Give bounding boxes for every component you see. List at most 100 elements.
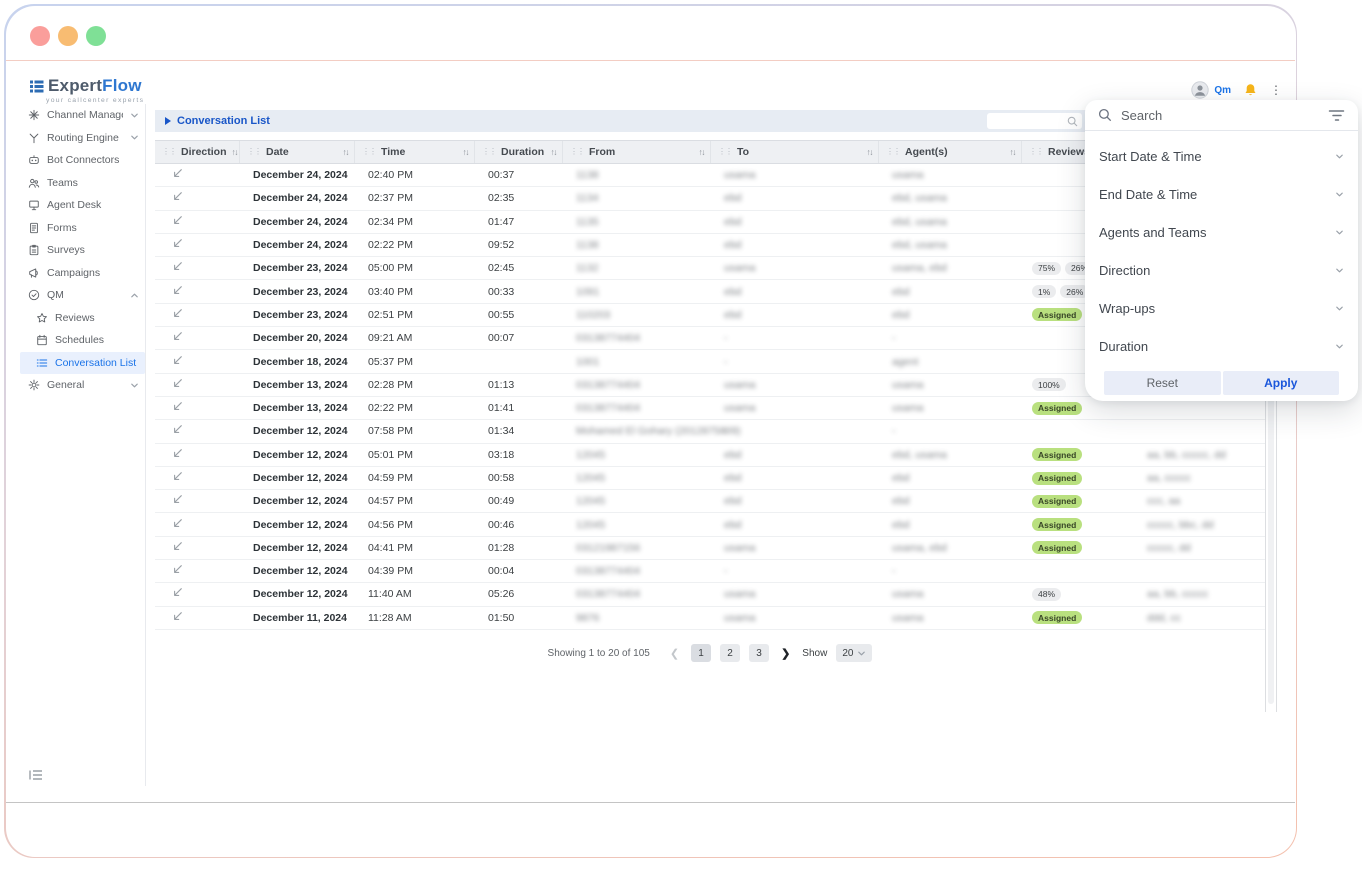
filter-section-duration[interactable]: Duration bbox=[1099, 327, 1344, 365]
filter-section-end-date-time[interactable]: End Date & Time bbox=[1099, 175, 1344, 213]
table-row[interactable]: December 12, 2024 04:56 PM 00:46 12045 ebd eb… bbox=[155, 513, 1265, 537]
column-header-direction[interactable]: ⋮⋮ Direction ↑↓ bbox=[155, 141, 240, 163]
drag-handle-icon[interactable]: ⋮⋮ bbox=[570, 147, 585, 156]
to-cell-redacted: usama bbox=[724, 402, 756, 415]
table-row[interactable]: December 23, 2024 03:40 PM 00:33 1091 ebd ebd… bbox=[155, 280, 1265, 304]
sidebar-item-campaigns[interactable]: Campaigns bbox=[20, 262, 145, 285]
table-row[interactable]: December 11, 2024 11:28 AM 01:50 9876 usama u… bbox=[155, 606, 1265, 630]
sidebar-item-surveys[interactable]: Surveys bbox=[20, 239, 145, 262]
user-menu[interactable]: Qm bbox=[1191, 81, 1231, 99]
filter-icon[interactable] bbox=[1328, 109, 1345, 122]
date-cell: December 13, 2024 bbox=[253, 378, 348, 391]
table-row[interactable]: December 12, 2024 04:57 PM 00:49 12045 ebd eb… bbox=[155, 490, 1265, 514]
sort-icon[interactable]: ↑↓ bbox=[342, 147, 350, 157]
table-row[interactable]: December 24, 2024 02:22 PM 09:52 1138 ebd ebd… bbox=[155, 233, 1265, 258]
notifications-bell-icon[interactable] bbox=[1244, 83, 1257, 97]
drag-handle-icon[interactable]: ⋮⋮ bbox=[1029, 147, 1044, 156]
filter-section-direction[interactable]: Direction bbox=[1099, 251, 1344, 289]
column-header-date[interactable]: ⋮⋮ Date ↑↓ bbox=[240, 141, 355, 163]
scrollbar-thumb[interactable] bbox=[1268, 144, 1274, 704]
breadcrumb[interactable]: Conversation List bbox=[177, 115, 270, 127]
duration-cell: 01:34 bbox=[488, 425, 515, 438]
time-cell: 03:40 PM bbox=[368, 285, 413, 298]
sidebar-item-bot-connectors[interactable]: Bot Connectors bbox=[20, 149, 145, 172]
drag-handle-icon[interactable]: ⋮⋮ bbox=[162, 147, 177, 156]
table-row[interactable]: December 12, 2024 04:59 PM 00:58 12045 ebd eb… bbox=[155, 466, 1265, 491]
filter-section-wrap-ups[interactable]: Wrap-ups bbox=[1099, 289, 1344, 327]
agents-cell-redacted: usama bbox=[892, 402, 924, 415]
drag-handle-icon[interactable]: ⋮⋮ bbox=[886, 147, 901, 156]
direction-cell bbox=[155, 471, 240, 485]
drag-handle-icon[interactable]: ⋮⋮ bbox=[247, 147, 262, 156]
sidebar-item-general[interactable]: General bbox=[20, 374, 145, 397]
table-row[interactable]: December 24, 2024 02:37 PM 02:35 1134 ebd ebd… bbox=[155, 187, 1265, 211]
window-minimize-button[interactable] bbox=[58, 26, 78, 46]
sort-icon[interactable]: ↑↓ bbox=[231, 147, 239, 157]
sidebar-item-agent-desk[interactable]: Agent Desk bbox=[20, 194, 145, 217]
column-header-duration[interactable]: ⋮⋮ Duration ↑↓ bbox=[475, 141, 563, 163]
column-header-to[interactable]: ⋮⋮ To ↑↓ bbox=[711, 141, 879, 163]
time-cell: 05:00 PM bbox=[368, 262, 413, 275]
table-row[interactable]: December 12, 2024 07:58 PM 01:34 Mohamed El… bbox=[155, 420, 1265, 444]
column-header-time[interactable]: ⋮⋮ Time ↑↓ bbox=[355, 141, 475, 163]
logo-text-secondary: Flow bbox=[102, 76, 142, 95]
filter-section-agents-and-teams[interactable]: Agents and Teams bbox=[1099, 213, 1344, 251]
inbound-call-arrow-icon bbox=[174, 332, 182, 341]
previous-page-icon[interactable]: ❮ bbox=[669, 647, 680, 660]
sort-icon[interactable]: ↑↓ bbox=[550, 147, 558, 157]
drag-handle-icon[interactable]: ⋮⋮ bbox=[718, 147, 733, 156]
date-cell: December 23, 2024 bbox=[253, 285, 348, 298]
column-header-from[interactable]: ⋮⋮ From ↑↓ bbox=[563, 141, 711, 163]
duration-cell: 09:52 bbox=[488, 239, 515, 252]
drag-handle-icon[interactable]: ⋮⋮ bbox=[362, 147, 377, 156]
sidebar-item-routing-engine[interactable]: Routing Engine bbox=[20, 127, 145, 150]
vertical-scrollbar[interactable] bbox=[1265, 140, 1277, 712]
table-row[interactable]: December 24, 2024 02:40 PM 00:37 1138 usama u… bbox=[155, 164, 1265, 188]
table-row[interactable]: December 12, 2024 11:40 AM 05:26 0313877440… bbox=[155, 583, 1265, 607]
sidebar-item-qm[interactable]: QM bbox=[20, 284, 145, 307]
page-button-3[interactable]: 3 bbox=[749, 644, 770, 662]
table-row[interactable]: December 12, 2024 04:39 PM 00:04 0313877440… bbox=[155, 560, 1265, 584]
sidebar-item-channel-manager[interactable]: Channel Manager bbox=[20, 104, 145, 127]
wrapups-cell-redacted: ddd, cc bbox=[1147, 611, 1181, 624]
sort-icon[interactable]: ↑↓ bbox=[866, 147, 874, 157]
sidebar-item-schedules[interactable]: Schedules bbox=[20, 329, 145, 352]
sort-icon[interactable]: ↑↓ bbox=[1009, 147, 1017, 157]
sort-icon[interactable]: ↑↓ bbox=[698, 147, 706, 157]
apply-button[interactable]: Apply bbox=[1222, 371, 1339, 395]
reset-button[interactable]: Reset bbox=[1104, 371, 1221, 395]
table-row[interactable]: December 12, 2024 05:01 PM 03:18 12045 ebd eb… bbox=[155, 443, 1265, 467]
table-row[interactable]: December 24, 2024 02:34 PM 01:47 1135 ebd ebd… bbox=[155, 210, 1265, 234]
sidebar-item-teams[interactable]: Teams bbox=[20, 172, 145, 195]
page-size-select[interactable]: 20 bbox=[836, 644, 873, 662]
column-header-agent-s-[interactable]: ⋮⋮ Agent(s) ↑↓ bbox=[879, 141, 1022, 163]
to-cell-redacted: ebd bbox=[724, 518, 742, 531]
page-button-2[interactable]: 2 bbox=[720, 644, 741, 662]
next-page-icon[interactable]: ❯ bbox=[781, 647, 791, 660]
collapse-sidebar-icon[interactable] bbox=[29, 769, 43, 781]
table-row[interactable]: December 20, 2024 09:21 AM 00:07 0313877440… bbox=[155, 327, 1265, 351]
filter-search-input[interactable] bbox=[1121, 107, 1319, 123]
window-close-button[interactable] bbox=[30, 26, 50, 46]
sidebar-item-forms[interactable]: Forms bbox=[20, 217, 145, 240]
sidebar-item-conversation-list[interactable]: Conversation List bbox=[20, 351, 145, 374]
drag-handle-icon[interactable]: ⋮⋮ bbox=[482, 147, 497, 156]
page-button-1[interactable]: 1 bbox=[691, 644, 712, 662]
sort-icon[interactable]: ↑↓ bbox=[462, 147, 470, 157]
search-icon bbox=[1067, 116, 1078, 126]
agent-desk-icon bbox=[29, 200, 39, 211]
table-search-input[interactable] bbox=[987, 113, 1082, 129]
review-badge-assigned: Assigned bbox=[1032, 401, 1083, 415]
inbound-call-arrow-icon bbox=[174, 448, 182, 457]
table-row[interactable]: December 12, 2024 04:41 PM 01:28 0312198715… bbox=[155, 536, 1265, 561]
table-row[interactable]: December 13, 2024 02:28 PM 01:13 0313877440… bbox=[155, 373, 1265, 397]
table-row[interactable]: December 13, 2024 02:22 PM 01:41 0313877440… bbox=[155, 396, 1265, 421]
table-row[interactable]: December 23, 2024 02:51 PM 00:55 110203 ebd e… bbox=[155, 303, 1265, 328]
overflow-menu-icon[interactable]: ⋮ bbox=[1270, 83, 1282, 97]
window-maximize-button[interactable] bbox=[86, 26, 106, 46]
filter-section-start-date-time[interactable]: Start Date & Time bbox=[1099, 137, 1344, 175]
sidebar-item-reviews[interactable]: Reviews bbox=[20, 307, 145, 330]
sidebar-nav: Channel Manager Routing Engine Bot Connect… bbox=[20, 104, 146, 786]
date-cell: December 24, 2024 bbox=[253, 239, 348, 252]
table-row[interactable]: December 18, 2024 05:37 PM 1001 - agent bbox=[155, 350, 1265, 374]
